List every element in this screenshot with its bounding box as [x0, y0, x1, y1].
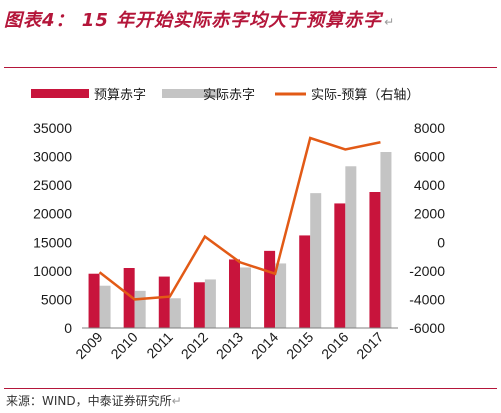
right-tick-label: -4000: [409, 291, 445, 307]
legend-swatch-2: [162, 89, 220, 98]
x-tick-label: 2014: [248, 329, 281, 362]
x-tick-label: 2015: [283, 329, 316, 362]
x-tick-label: 2012: [178, 329, 211, 362]
legend-swatch-1: [31, 89, 89, 98]
x-tick-label: 2016: [318, 329, 351, 362]
paragraph-mark-icon: ↵: [384, 15, 396, 29]
bar-budget-2010: [123, 268, 135, 328]
left-tick-label: 20000: [33, 206, 72, 222]
bar-actual-2013: [240, 267, 251, 328]
source-note: 来源：WIND，中泰证券研究所↵: [6, 392, 182, 409]
bar-actual-2010: [134, 290, 146, 328]
right-tick-label: 8000: [414, 120, 445, 136]
x-tick-label: 2009: [72, 329, 105, 362]
right-tick-label: -6000: [409, 320, 445, 336]
x-tick-label: 2011: [143, 329, 176, 362]
right-tick-label: 0: [437, 234, 445, 250]
bar-budget-2014: [264, 250, 276, 328]
legend-label-2: 实际赤字: [203, 87, 255, 102]
bar-actual-2012: [204, 279, 216, 328]
left-tick-label: 10000: [33, 263, 72, 279]
legend-label-3: 实际-预算（右轴）: [311, 87, 419, 102]
bar-budget-2017: [369, 192, 381, 328]
right-tick-label: -2000: [409, 263, 445, 279]
x-tick-label: 2017: [353, 329, 386, 362]
x-tick-label: 2010: [107, 329, 140, 362]
figure-title: 图表4： 15 年开始实际赤字均大于预算赤字 ↵: [4, 6, 494, 36]
right-tick-label: 6000: [414, 149, 445, 165]
bar-budget-2013: [229, 259, 240, 328]
left-tick-label: 0: [64, 320, 72, 336]
left-tick-label: 30000: [33, 149, 72, 165]
source-rule: [4, 388, 497, 389]
left-tick-label: 5000: [41, 291, 72, 307]
title-rule: [4, 67, 497, 68]
right-tick-label: 2000: [414, 206, 445, 222]
bar-actual-2011: [169, 298, 181, 328]
bar-actual-2015: [310, 193, 322, 328]
bar-budget-2015: [299, 235, 311, 328]
bar-budget-2011: [158, 276, 170, 328]
x-tick-label: 2013: [213, 329, 246, 362]
left-tick-label: 35000: [33, 120, 72, 136]
paragraph-mark-icon: ↵: [171, 394, 182, 408]
bar-actual-2009: [99, 285, 111, 328]
bar-budget-2009: [88, 273, 100, 328]
right-tick-label: 4000: [414, 177, 445, 193]
bar-actual-2017: [380, 152, 392, 328]
bar-budget-2016: [334, 203, 346, 328]
legend-label-1: 预算赤字: [94, 87, 146, 102]
bar-actual-2016: [345, 166, 357, 328]
left-tick-label: 15000: [33, 234, 72, 250]
left-tick-label: 25000: [33, 177, 72, 193]
source-text: 来源：WIND，中泰证券研究所: [6, 394, 172, 408]
bar-actual-2014: [275, 263, 287, 328]
figure-title-text: 图表4： 15 年开始实际赤字均大于预算赤字: [4, 10, 383, 31]
bar-budget-2012: [193, 282, 205, 328]
